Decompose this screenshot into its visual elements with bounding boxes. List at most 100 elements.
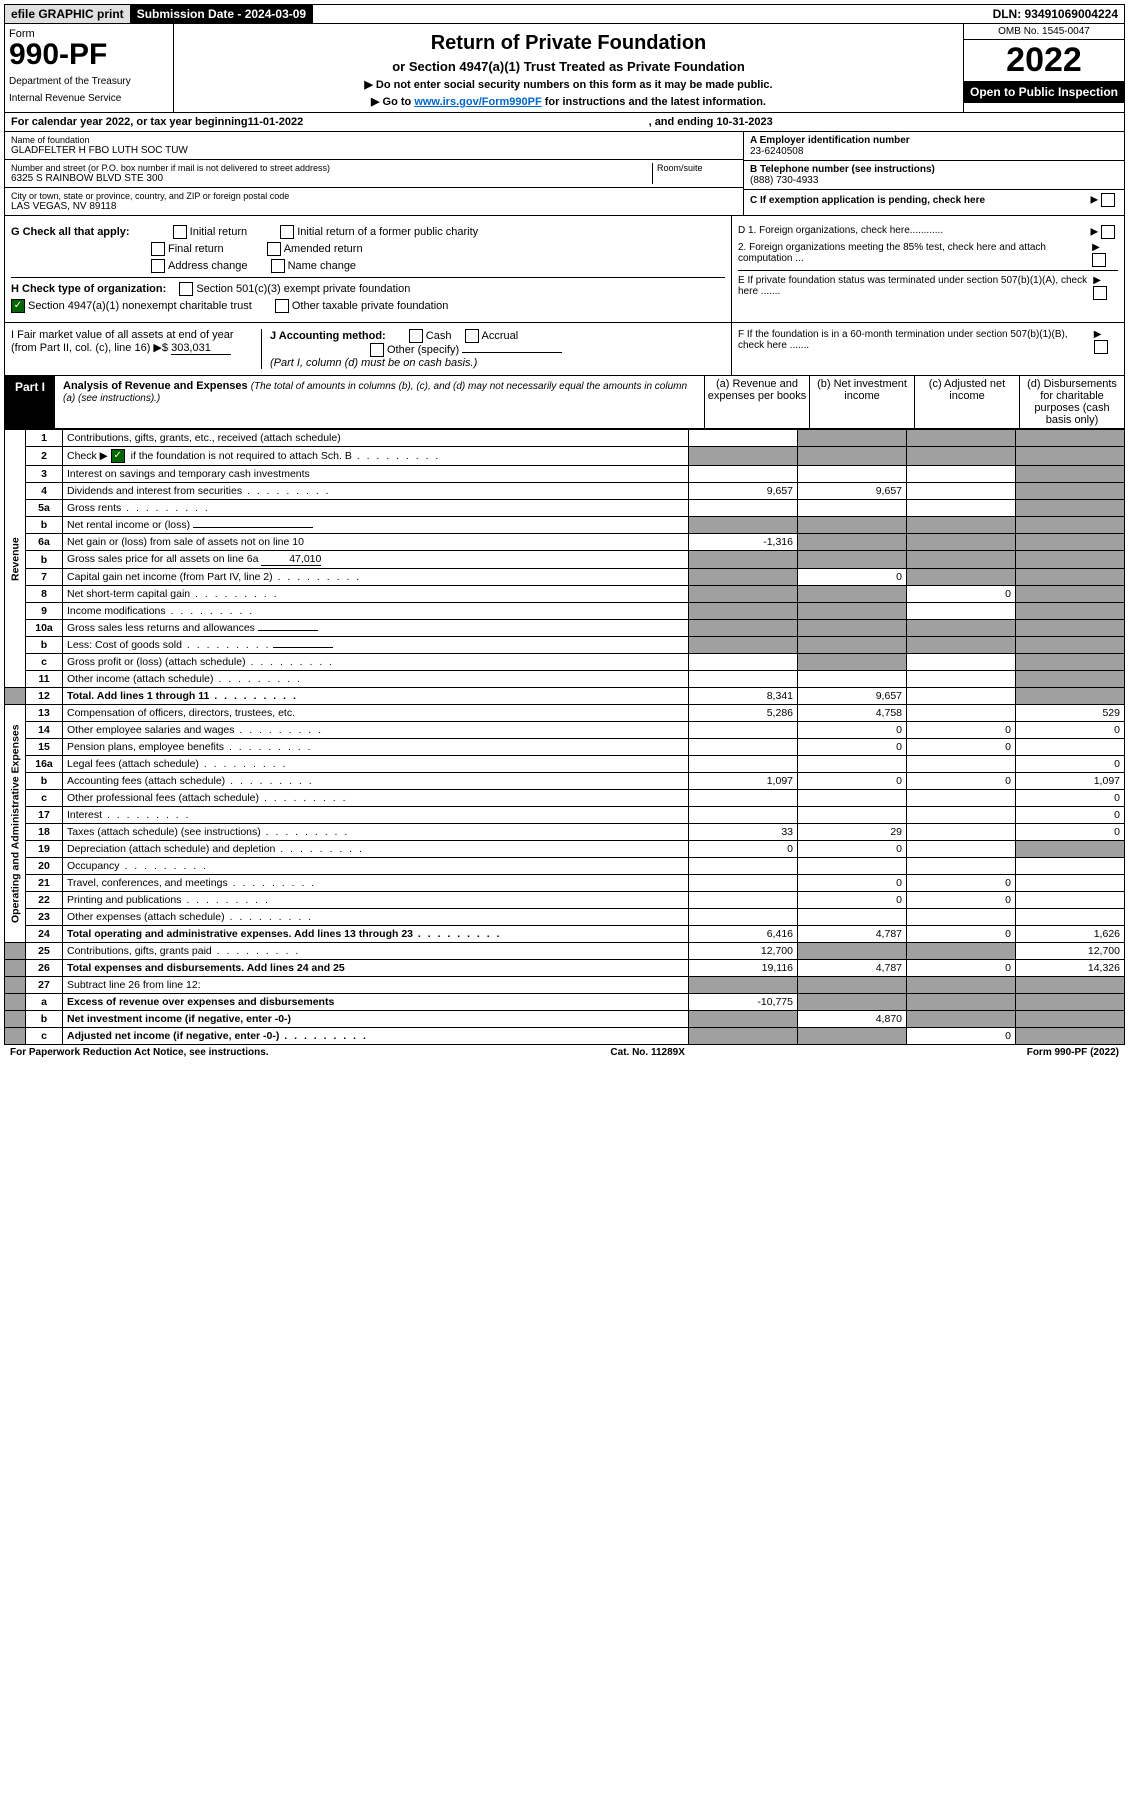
table-row: bNet rental income or (loss) xyxy=(5,517,1125,534)
form-title: Return of Private Foundation xyxy=(178,32,959,55)
table-row: 5aGross rents xyxy=(5,500,1125,517)
ein-label: A Employer identification number xyxy=(750,135,1118,146)
omb-number: OMB No. 1545-0047 xyxy=(964,24,1124,40)
table-row: bAccounting fees (attach schedule)1,0970… xyxy=(5,773,1125,790)
h-4947-chk[interactable] xyxy=(11,299,25,313)
form-subtitle1: or Section 4947(a)(1) Trust Treated as P… xyxy=(178,59,959,74)
check-section-g: G Check all that apply: Initial return I… xyxy=(4,216,1125,323)
addr-change-chk[interactable] xyxy=(151,259,165,273)
table-row: 16aLegal fees (attach schedule)0 xyxy=(5,756,1125,773)
part1-header: Part I Analysis of Revenue and Expenses … xyxy=(4,376,1125,429)
col-a-header: (a) Revenue and expenses per books xyxy=(704,376,809,428)
city-label: City or town, state or province, country… xyxy=(11,191,737,201)
table-row: 19Depreciation (attach schedule) and dep… xyxy=(5,841,1125,858)
table-row: 21Travel, conferences, and meetings00 xyxy=(5,875,1125,892)
table-row: aExcess of revenue over expenses and dis… xyxy=(5,994,1125,1011)
foundation-address: 6325 S RAINBOW BLVD STE 300 xyxy=(11,173,652,184)
name-label: Name of foundation xyxy=(11,135,737,145)
table-row: bGross sales price for all assets on lin… xyxy=(5,551,1125,569)
h-other-chk[interactable] xyxy=(275,299,289,313)
table-row: 20Occupancy xyxy=(5,858,1125,875)
table-row: 8Net short-term capital gain0 xyxy=(5,586,1125,603)
footer-mid: Cat. No. 11289X xyxy=(610,1047,684,1058)
table-row: 4Dividends and interest from securities9… xyxy=(5,483,1125,500)
table-row: bNet investment income (if negative, ent… xyxy=(5,1011,1125,1028)
check-section-ij: I Fair market value of all assets at end… xyxy=(4,323,1125,376)
table-row: Operating and Administrative Expenses 13… xyxy=(5,705,1125,722)
footer-left: For Paperwork Reduction Act Notice, see … xyxy=(10,1047,269,1058)
col-c-header: (c) Adjusted net income xyxy=(914,376,1019,428)
table-row: Revenue 1Contributions, gifts, grants, e… xyxy=(5,430,1125,447)
revenue-expense-table: Revenue 1Contributions, gifts, grants, e… xyxy=(4,429,1125,1045)
table-row: 26Total expenses and disbursements. Add … xyxy=(5,960,1125,977)
d1-chk[interactable] xyxy=(1101,225,1115,239)
cash-chk[interactable] xyxy=(409,329,423,343)
table-row: 12Total. Add lines 1 through 118,3419,65… xyxy=(5,688,1125,705)
foundation-city: LAS VEGAS, NV 89118 xyxy=(11,201,737,212)
footer-right: Form 990-PF (2022) xyxy=(1027,1047,1119,1058)
page-footer: For Paperwork Reduction Act Notice, see … xyxy=(4,1045,1125,1060)
table-row: 17Interest0 xyxy=(5,807,1125,824)
col-d-header: (d) Disbursements for charitable purpose… xyxy=(1019,376,1124,428)
table-row: 3Interest on savings and temporary cash … xyxy=(5,466,1125,483)
expenses-vlabel: Operating and Administrative Expenses xyxy=(5,705,26,943)
f-chk[interactable] xyxy=(1094,340,1108,354)
amended-chk[interactable] xyxy=(267,242,281,256)
submission-date: Submission Date - 2024-03-09 xyxy=(131,5,313,23)
h-501c3-chk[interactable] xyxy=(179,282,193,296)
table-row: 14Other employee salaries and wages000 xyxy=(5,722,1125,739)
table-row: 9Income modifications xyxy=(5,603,1125,620)
table-row: 25Contributions, gifts, grants paid12,70… xyxy=(5,943,1125,960)
addr-label: Number and street (or P.O. box number if… xyxy=(11,163,652,173)
foundation-info: Name of foundation GLADFELTER H FBO LUTH… xyxy=(4,132,1125,216)
other-method-chk[interactable] xyxy=(370,343,384,357)
initial-return-chk[interactable] xyxy=(173,225,187,239)
table-row: 10aGross sales less returns and allowanc… xyxy=(5,620,1125,637)
table-row: cAdjusted net income (if negative, enter… xyxy=(5,1028,1125,1045)
revenue-vlabel: Revenue xyxy=(5,430,26,688)
tax-year: 2022 xyxy=(964,40,1124,81)
name-change-chk[interactable] xyxy=(271,259,285,273)
e-chk[interactable] xyxy=(1093,286,1107,300)
dln: DLN: 93491069004224 xyxy=(987,5,1124,23)
table-row: 7Capital gain net income (from Part IV, … xyxy=(5,569,1125,586)
ein-value: 23-6240508 xyxy=(750,146,1118,157)
dept-irs: Internal Revenue Service xyxy=(9,93,169,104)
tel-value: (888) 730-4933 xyxy=(750,175,1118,186)
table-row: 6aNet gain or (loss) from sale of assets… xyxy=(5,534,1125,551)
table-row: cOther professional fees (attach schedul… xyxy=(5,790,1125,807)
efile-label: efile GRAPHIC print xyxy=(5,5,131,23)
table-row: 18Taxes (attach schedule) (see instructi… xyxy=(5,824,1125,841)
table-row: 2Check ▶ if the foundation is not requir… xyxy=(5,447,1125,466)
table-row: 22Printing and publications00 xyxy=(5,892,1125,909)
tel-label: B Telephone number (see instructions) xyxy=(750,164,1118,175)
table-row: 23Other expenses (attach schedule) xyxy=(5,909,1125,926)
part1-label: Part I xyxy=(5,376,55,428)
room-label: Room/suite xyxy=(657,163,737,173)
table-row: 24Total operating and administrative exp… xyxy=(5,926,1125,943)
table-row: bLess: Cost of goods sold xyxy=(5,637,1125,654)
schb-chk[interactable] xyxy=(111,449,125,463)
calendar-year-row: For calendar year 2022, or tax year begi… xyxy=(4,113,1125,132)
table-row: 15Pension plans, employee benefits00 xyxy=(5,739,1125,756)
form-subtitle3: ▶ Go to www.irs.gov/Form990PF for instru… xyxy=(178,95,959,108)
open-public: Open to Public Inspection xyxy=(964,81,1124,103)
table-row: 27Subtract line 26 from line 12: xyxy=(5,977,1125,994)
table-row: cGross profit or (loss) (attach schedule… xyxy=(5,654,1125,671)
fmv-value: 303,031 xyxy=(171,342,231,355)
final-return-chk[interactable] xyxy=(151,242,165,256)
irs-link[interactable]: www.irs.gov/Form990PF xyxy=(414,96,541,108)
top-bar: efile GRAPHIC print Submission Date - 20… xyxy=(4,4,1125,24)
table-row: 11Other income (attach schedule) xyxy=(5,671,1125,688)
foundation-name: GLADFELTER H FBO LUTH SOC TUW xyxy=(11,145,737,156)
form-subtitle2: ▶ Do not enter social security numbers o… xyxy=(178,78,959,91)
accrual-chk[interactable] xyxy=(465,329,479,343)
c-label: C If exemption application is pending, c… xyxy=(750,195,985,206)
form-number: 990-PF xyxy=(9,40,169,70)
c-checkbox[interactable] xyxy=(1101,193,1115,207)
form-header: Form 990-PF Department of the Treasury I… xyxy=(4,24,1125,113)
d2-chk[interactable] xyxy=(1092,253,1106,267)
dept-treasury: Department of the Treasury xyxy=(9,76,169,87)
col-b-header: (b) Net investment income xyxy=(809,376,914,428)
initial-former-chk[interactable] xyxy=(280,225,294,239)
